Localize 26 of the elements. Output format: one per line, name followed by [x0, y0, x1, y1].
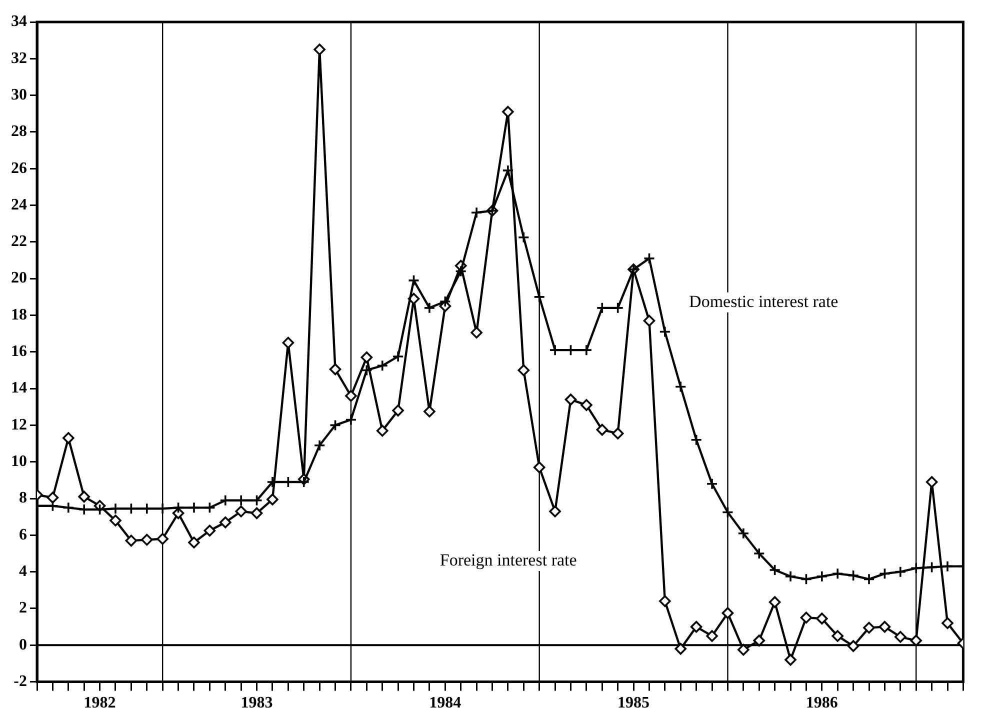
y-tick-label: 16 [11, 343, 27, 360]
y-tick-label: -2 [14, 672, 27, 690]
y-tick-label: 24 [11, 196, 27, 214]
y-tick-label: 34 [11, 13, 27, 30]
x-tick-label: 1983 [240, 694, 273, 712]
y-tick-label: 0 [19, 636, 27, 654]
x-tick-label: 1985 [618, 694, 650, 712]
y-tick-label: 6 [19, 526, 27, 544]
y-tick-label: 12 [11, 416, 27, 434]
y-tick-label: 30 [11, 86, 27, 104]
y-tick-label: 32 [11, 50, 27, 67]
y-tick-label: 28 [11, 123, 27, 140]
y-tick-label: 10 [11, 453, 27, 470]
y-tick-label: 14 [11, 380, 27, 397]
annotation: Foreign interest rate [440, 550, 577, 570]
x-tick-label: 1984 [429, 694, 462, 712]
x-tick-label: 1986 [806, 694, 838, 712]
y-tick-label: 26 [11, 160, 27, 177]
y-tick-label: 2 [19, 600, 27, 617]
y-tick-label: 8 [19, 490, 27, 507]
y-tick-label: 20 [11, 270, 27, 287]
annotation: Domestic interest rate [689, 292, 838, 311]
x-tick-label: 1982 [84, 694, 116, 712]
y-tick-label: 22 [11, 233, 27, 250]
y-tick-label: 18 [11, 306, 27, 324]
y-tick-label: 4 [19, 562, 27, 580]
